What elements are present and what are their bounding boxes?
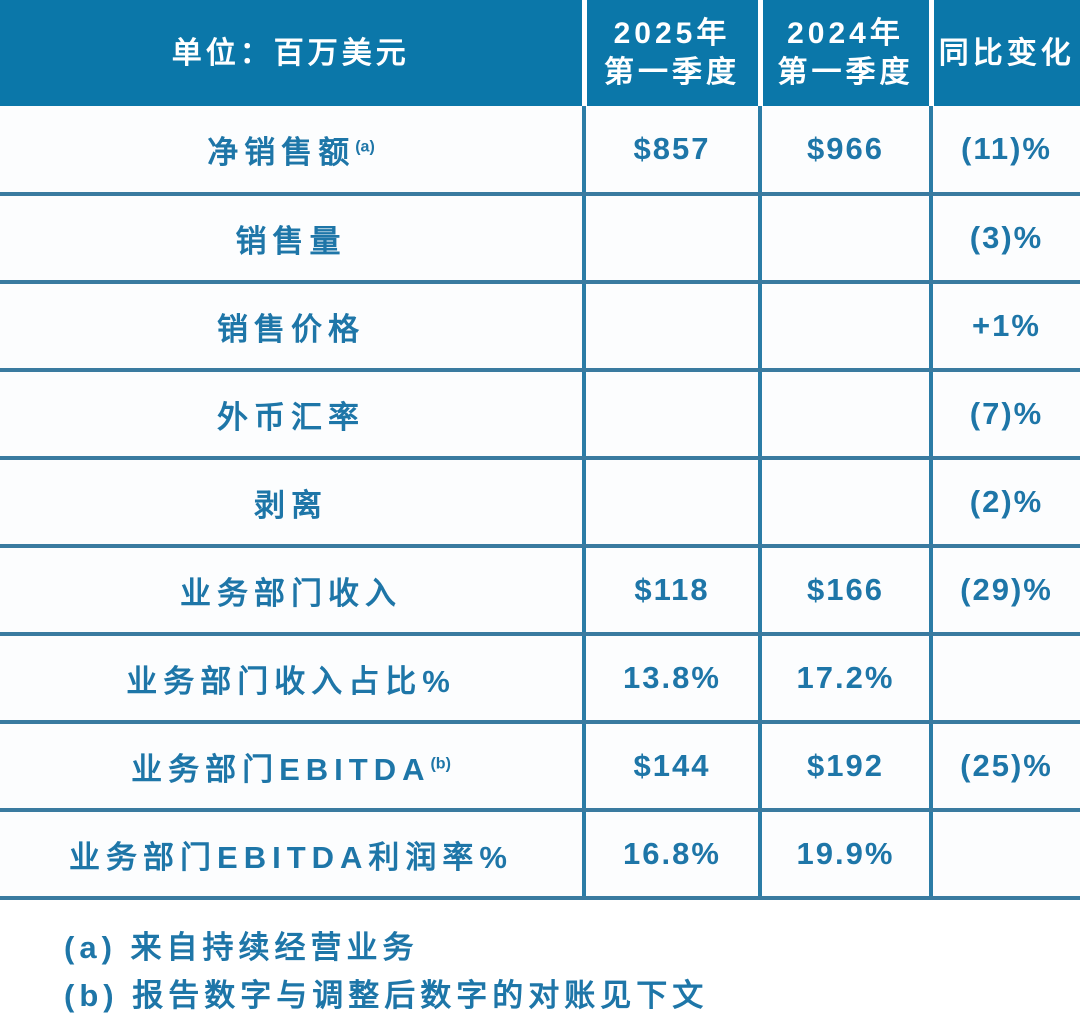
cell-2024-value: $966 bbox=[758, 106, 931, 196]
table-row-sales-price: 销售价格 +1% bbox=[0, 282, 1080, 372]
cell-2024-value: $192 bbox=[758, 722, 931, 812]
footnote-b: (b) 报告数字与调整后数字的对账见下文 bbox=[64, 978, 709, 1014]
row-label-text: 业务部门EBITDA bbox=[131, 751, 431, 787]
cell-2025-value bbox=[582, 282, 760, 372]
footnote-a: (a) 来自持续经营业务 bbox=[64, 930, 419, 965]
cell-yoy-value bbox=[929, 634, 1080, 724]
cell-2024-value bbox=[758, 458, 931, 548]
cell-yoy-value: (3)% bbox=[929, 194, 1080, 284]
header-q1-2024: 2024年 第一季度 bbox=[757, 0, 931, 106]
table-row-segment-ebitda-margin: 业务部门EBITDA利润率% 16.8% 19.9% bbox=[0, 810, 1080, 900]
cell-2025-value bbox=[582, 194, 760, 284]
row-label: 销售价格 bbox=[0, 282, 584, 372]
cell-yoy-value: (7)% bbox=[929, 370, 1080, 460]
header-yoy-change: 同比变化 bbox=[928, 0, 1080, 106]
header-2025-line2: 第一季度 bbox=[604, 56, 740, 89]
header-q1-2025: 2025年 第一季度 bbox=[581, 0, 760, 106]
row-label: 销售量 bbox=[0, 194, 584, 284]
footnote-marker-b: (b) bbox=[430, 755, 451, 773]
cell-2024-value bbox=[758, 282, 931, 372]
cell-2025-value bbox=[582, 370, 760, 460]
header-2024-line2: 第一季度 bbox=[777, 56, 914, 89]
row-label: 净销售额(a) bbox=[0, 106, 584, 196]
row-label: 业务部门收入 bbox=[0, 546, 584, 636]
cell-yoy-value: (11)% bbox=[929, 106, 1080, 196]
row-label: 外币汇率 bbox=[0, 370, 584, 460]
cell-2024-value bbox=[758, 194, 931, 284]
cell-2025-value: 16.8% bbox=[582, 810, 760, 900]
cell-yoy-value: +1% bbox=[929, 282, 1080, 372]
table-row-sales-volume: 销售量 (3)% bbox=[0, 194, 1080, 284]
financial-table: 单位：百万美元 2025年 第一季度 2024年 第一季度 同比变化 净销售额(… bbox=[0, 0, 1080, 900]
footnotes: (a) 来自持续经营业务 (b) 报告数字与调整后数字的对账见下文 bbox=[0, 900, 1080, 1020]
row-label: 剥离 bbox=[0, 458, 584, 548]
cell-2024-value: 17.2% bbox=[758, 634, 931, 724]
cell-2024-value: 19.9% bbox=[758, 810, 931, 900]
row-label: 业务部门EBITDA(b) bbox=[0, 722, 584, 812]
footnote-marker-a: (a) bbox=[355, 138, 375, 156]
unit-label-text: 单位：百万美元 bbox=[171, 36, 410, 70]
header-2025-line1: 2025年 bbox=[613, 17, 731, 50]
cell-2025-value: $118 bbox=[582, 546, 760, 636]
cell-yoy-value: (29)% bbox=[929, 546, 1080, 636]
table-header-row: 单位：百万美元 2025年 第一季度 2024年 第一季度 同比变化 bbox=[0, 0, 1080, 106]
cell-2024-value: $166 bbox=[758, 546, 931, 636]
cell-2025-value: $857 bbox=[582, 106, 760, 196]
row-label: 业务部门EBITDA利润率% bbox=[0, 810, 584, 900]
cell-2025-value: $144 bbox=[582, 722, 760, 812]
cell-2025-value bbox=[582, 458, 760, 548]
table-row-divestiture: 剥离 (2)% bbox=[0, 458, 1080, 548]
table-row-segment-income: 业务部门收入 $118 $166 (29)% bbox=[0, 546, 1080, 636]
row-label: 业务部门收入占比% bbox=[0, 634, 584, 724]
row-label-text: 净销售额 bbox=[207, 134, 356, 170]
yoy-header-text: 同比变化 bbox=[938, 36, 1075, 70]
cell-yoy-value: (2)% bbox=[929, 458, 1080, 548]
header-2024-line1: 2024年 bbox=[787, 17, 904, 50]
cell-2025-value: 13.8% bbox=[582, 634, 760, 724]
table-row-segment-ebitda: 业务部门EBITDA(b) $144 $192 (25)% bbox=[0, 722, 1080, 812]
table-row-net-sales: 净销售额(a) $857 $966 (11)% bbox=[0, 106, 1080, 196]
cell-yoy-value: (25)% bbox=[929, 722, 1080, 812]
header-unit-label: 单位：百万美元 bbox=[0, 0, 584, 106]
table-row-segment-income-pct: 业务部门收入占比% 13.8% 17.2% bbox=[0, 634, 1080, 724]
cell-2024-value bbox=[758, 370, 931, 460]
table-row-fx-rate: 外币汇率 (7)% bbox=[0, 370, 1080, 460]
cell-yoy-value bbox=[929, 810, 1080, 900]
